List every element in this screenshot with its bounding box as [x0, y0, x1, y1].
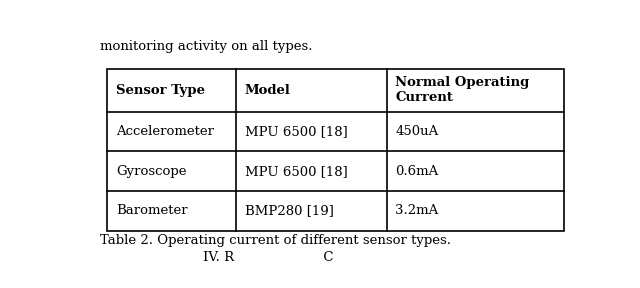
Text: Gyroscope: Gyroscope: [116, 165, 187, 178]
Text: 0.6mA: 0.6mA: [396, 165, 439, 178]
Text: MPU 6500 [18]: MPU 6500 [18]: [245, 125, 348, 138]
Text: IV. R                     C: IV. R C: [204, 251, 333, 264]
Text: Normal Operating
Current: Normal Operating Current: [396, 76, 530, 104]
Text: Table 2. Operating current of different sensor types.: Table 2. Operating current of different …: [100, 234, 451, 247]
Text: Sensor Type: Sensor Type: [116, 84, 205, 97]
Text: 3.2mA: 3.2mA: [396, 204, 439, 217]
Text: monitoring activity on all types.: monitoring activity on all types.: [100, 40, 312, 53]
Text: Accelerometer: Accelerometer: [116, 125, 214, 138]
Text: Barometer: Barometer: [116, 204, 188, 217]
Text: 450uA: 450uA: [396, 125, 439, 138]
Text: Model: Model: [245, 84, 291, 97]
Text: BMP280 [19]: BMP280 [19]: [245, 204, 334, 217]
Text: MPU 6500 [18]: MPU 6500 [18]: [245, 165, 348, 178]
